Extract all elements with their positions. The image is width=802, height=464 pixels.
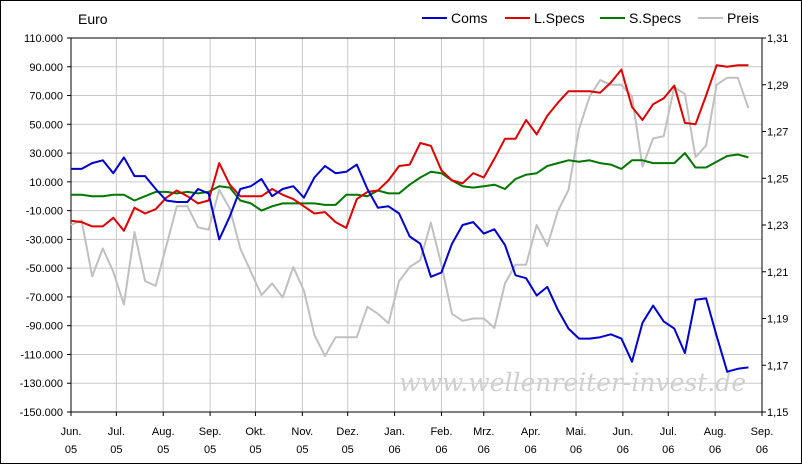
- series-line-lspecs: [70, 64, 749, 232]
- x-tick-label-year: 05: [110, 444, 122, 456]
- x-tick-label-month: Sep.: [751, 426, 774, 438]
- x-tick-label-month: Dez.: [336, 426, 359, 438]
- currency-label: Euro: [78, 11, 108, 27]
- x-tick-label-year: 06: [662, 444, 674, 456]
- left-tick-label: -90.000: [26, 321, 63, 333]
- axis-labels: 110.000 90.000 70.000 50.000 30.000 10.000 -10…: [20, 33, 789, 456]
- x-tick-label-month: Nov.: [291, 426, 313, 438]
- legend-label: L.Specs: [534, 10, 585, 26]
- x-tick-label-year: 06: [478, 444, 490, 456]
- x-tick-label-month: Apr.: [521, 426, 541, 438]
- left-tick-label: -130.000: [20, 378, 63, 390]
- x-tick-label-year: 06: [525, 444, 537, 456]
- left-tick-label: -110.000: [20, 349, 63, 361]
- legend-label: Coms: [451, 10, 488, 26]
- right-tick-label: 1,21: [767, 267, 788, 279]
- x-tick-label-year: 06: [570, 444, 582, 456]
- right-tick-label: 1,19: [767, 314, 788, 326]
- x-tick-label-month: Jan.: [384, 426, 405, 438]
- x-tick-label-month: Mai.: [566, 426, 587, 438]
- watermark-text: www.wellenreiter-invest.de: [399, 368, 746, 397]
- legend-label: S.Specs: [629, 10, 681, 26]
- x-tick-label-year: 06: [435, 444, 447, 456]
- x-tick-label-year: 05: [204, 444, 216, 456]
- x-tick-label-month: Jun.: [61, 426, 82, 438]
- x-tick-label-month: Okt.: [245, 426, 265, 438]
- right-tick-label: 1,29: [767, 80, 788, 92]
- left-tick-label: 110.000: [24, 33, 63, 45]
- series-line-preis: [70, 76, 750, 357]
- series-line-coms: [71, 156, 749, 373]
- x-tick-label-year: 06: [709, 444, 721, 456]
- x-tick-label-month: Jun.: [612, 426, 633, 438]
- right-tick-label: 1,17: [767, 360, 788, 372]
- left-tick-label: -70.000: [26, 292, 63, 304]
- grid-lines: [70, 37, 763, 413]
- left-tick-label: -30.000: [26, 234, 63, 246]
- left-tick-label: 30.000: [29, 148, 63, 160]
- x-tick-label-year: 05: [342, 444, 354, 456]
- right-tick-label: 1,25: [767, 173, 788, 185]
- left-tick-label: 50.000: [29, 119, 63, 131]
- series-line-sspecs: [71, 152, 749, 212]
- series-lines: [70, 64, 750, 373]
- x-tick-label-month: Jul.: [108, 426, 125, 438]
- x-tick-label-month: Aug.: [152, 426, 175, 438]
- x-tick-label-month: Mrz.: [473, 426, 494, 438]
- x-tick-label-year: 06: [756, 444, 768, 456]
- left-tick-label: -50.000: [26, 263, 63, 275]
- x-tick-label-year: 06: [388, 444, 400, 456]
- x-tick-label-month: Jul.: [660, 426, 677, 438]
- right-tick-label: 1,23: [767, 220, 788, 232]
- x-tick-label-year: 06: [617, 444, 629, 456]
- plot-area: [70, 37, 763, 413]
- x-tick-label-year: 05: [65, 444, 77, 456]
- left-tick-label: -10.000: [26, 206, 63, 218]
- left-tick-label: 10.000: [29, 177, 63, 189]
- right-tick-label: 1,31: [767, 33, 788, 45]
- legend-label: Preis: [727, 10, 759, 26]
- right-tick-label: 1,27: [767, 127, 788, 139]
- left-tick-label: 90.000: [29, 62, 63, 74]
- right-tick-label: 1,15: [767, 407, 788, 419]
- x-tick-label-year: 05: [157, 444, 169, 456]
- x-tick-label-year: 05: [296, 444, 308, 456]
- left-tick-label: 70.000: [29, 91, 63, 103]
- x-tick-label-month: Sep.: [199, 426, 222, 438]
- x-tick-label-month: Feb.: [430, 426, 452, 438]
- x-tick-label-year: 05: [249, 444, 261, 456]
- left-tick-label: -150.000: [20, 407, 63, 419]
- x-tick-label-month: Aug.: [704, 426, 727, 438]
- legend: Coms L.Specs S.Specs Preis: [422, 10, 759, 26]
